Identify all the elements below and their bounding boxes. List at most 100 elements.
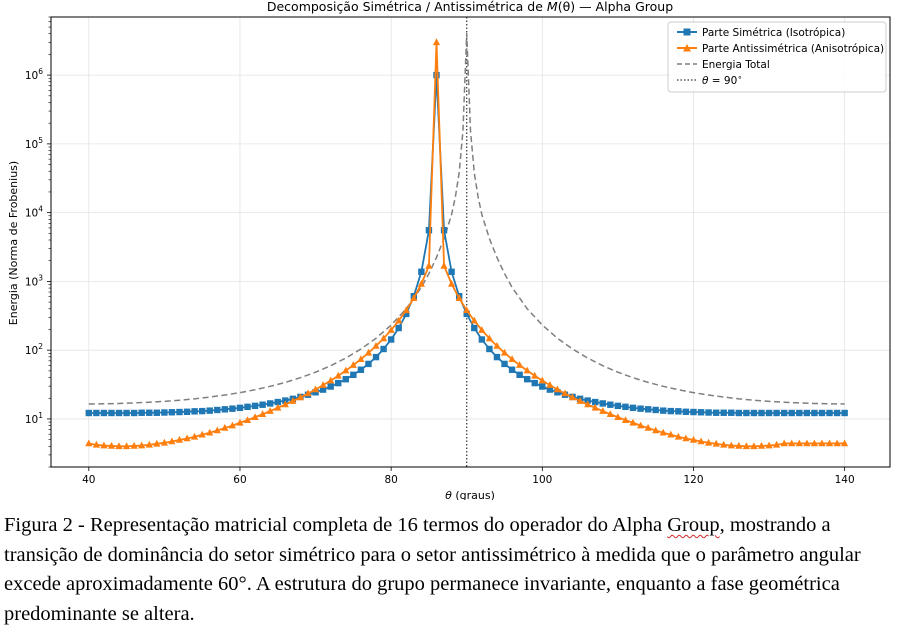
figure-caption: Figura 2 - Representação matricial compl… xyxy=(4,511,900,629)
series-1 xyxy=(85,38,849,450)
point-anti-34 xyxy=(342,366,350,374)
point-sym-35 xyxy=(350,371,357,379)
point-sym-0 xyxy=(85,409,92,417)
point-sym-23 xyxy=(259,401,266,408)
point-anti-26 xyxy=(281,400,289,408)
legend-label-symmetric: Parte Simétrica (Isotrópica) xyxy=(702,27,845,39)
point-anti-27 xyxy=(289,397,297,404)
point-sym-14 xyxy=(191,408,198,415)
point-sym-9 xyxy=(153,409,161,416)
point-anti-36 xyxy=(357,355,365,362)
point-sym-79 xyxy=(682,408,690,415)
point-anti-33 xyxy=(334,371,342,379)
point-sym-37 xyxy=(365,360,372,368)
point-sym-95 xyxy=(803,409,811,417)
point-sym-77 xyxy=(667,407,675,415)
point-anti-82 xyxy=(705,438,713,446)
point-anti-48 xyxy=(448,279,456,287)
point-anti-22 xyxy=(251,413,259,420)
point-anti-98 xyxy=(825,439,834,447)
series-layer xyxy=(85,32,849,450)
point-anti-77 xyxy=(667,430,675,438)
point-anti-24 xyxy=(266,407,274,414)
point-sym-74 xyxy=(644,406,652,413)
point-anti-0 xyxy=(85,439,93,447)
point-anti-20 xyxy=(236,418,244,426)
point-anti-39 xyxy=(380,334,388,342)
point-sym-71 xyxy=(622,403,629,411)
series-2 xyxy=(88,32,845,405)
point-sym-70 xyxy=(614,402,622,410)
point-sym-52 xyxy=(478,336,486,343)
point-anti-94 xyxy=(795,439,803,447)
point-anti-71 xyxy=(621,416,630,423)
point-anti-28 xyxy=(296,393,304,401)
point-anti-79 xyxy=(682,434,690,442)
x-tick-label-4: 120 xyxy=(683,474,703,486)
point-anti-87 xyxy=(742,442,750,450)
point-sym-20 xyxy=(236,404,244,412)
chart-title: Decomposição Simétrica / Antissimétrica … xyxy=(267,0,673,14)
point-anti-66 xyxy=(584,400,592,408)
point-sym-80 xyxy=(690,408,697,416)
point-anti-44 xyxy=(417,279,425,287)
point-anti-65 xyxy=(576,397,584,404)
point-sym-15 xyxy=(198,407,206,415)
point-sym-83 xyxy=(712,409,720,416)
point-sym-72 xyxy=(629,404,637,412)
x-tick-label-1: 60 xyxy=(233,474,246,486)
plot-frame xyxy=(50,16,891,468)
point-anti-52 xyxy=(478,326,486,333)
point-anti-12 xyxy=(175,435,184,443)
point-sym-81 xyxy=(697,409,705,416)
point-anti-23 xyxy=(259,410,267,417)
point-anti-91 xyxy=(773,440,781,448)
point-sym-59 xyxy=(531,379,538,387)
legend-entry-total: Energia Total xyxy=(677,59,770,71)
point-sym-89 xyxy=(758,409,765,417)
point-anti-61 xyxy=(546,381,554,388)
x-axis-ticks: 40 60 80 100 120 140 xyxy=(82,467,855,486)
point-sym-7 xyxy=(138,409,145,416)
y-tick-label-5: 106 xyxy=(25,67,43,82)
point-anti-5 xyxy=(123,442,131,450)
point-anti-60 xyxy=(538,376,546,384)
y-tick-label-1: 102 xyxy=(25,342,43,357)
point-sym-90 xyxy=(765,409,773,417)
point-anti-10 xyxy=(160,438,168,446)
point-sym-25 xyxy=(274,398,281,406)
point-anti-42 xyxy=(402,306,410,314)
point-anti-19 xyxy=(228,421,236,429)
point-sym-67 xyxy=(592,398,599,406)
caption-text-start: Figura 2 - Representação matricial compl… xyxy=(4,514,668,536)
point-anti-56 xyxy=(508,355,516,362)
point-anti-8 xyxy=(145,440,153,448)
point-sym-34 xyxy=(342,376,349,383)
point-anti-96 xyxy=(810,439,818,447)
point-anti-38 xyxy=(372,342,380,349)
point-anti-49 xyxy=(455,294,463,301)
point-sym-13 xyxy=(183,408,191,415)
point-anti-78 xyxy=(674,432,682,440)
point-sym-82 xyxy=(705,409,712,416)
point-anti-14 xyxy=(191,432,199,440)
point-sym-66 xyxy=(584,397,591,404)
point-sym-33 xyxy=(335,379,342,387)
point-sym-69 xyxy=(607,401,614,408)
point-anti-95 xyxy=(803,439,811,447)
point-sym-21 xyxy=(244,403,251,411)
point-anti-4 xyxy=(115,442,123,450)
point-sym-44 xyxy=(418,268,425,275)
point-anti-43 xyxy=(410,294,418,301)
legend-marker-symmetric xyxy=(683,28,691,36)
point-anti-31 xyxy=(319,381,327,388)
legend-label-total: Energia Total xyxy=(702,59,770,71)
point-anti-55 xyxy=(500,348,509,356)
point-sym-91 xyxy=(773,409,780,417)
point-sym-56 xyxy=(508,366,516,373)
legend-box xyxy=(667,21,887,93)
point-sym-92 xyxy=(780,409,788,417)
point-sym-24 xyxy=(266,400,274,407)
x-tick-label-0: 40 xyxy=(82,474,95,486)
series-line-2 xyxy=(88,32,845,405)
